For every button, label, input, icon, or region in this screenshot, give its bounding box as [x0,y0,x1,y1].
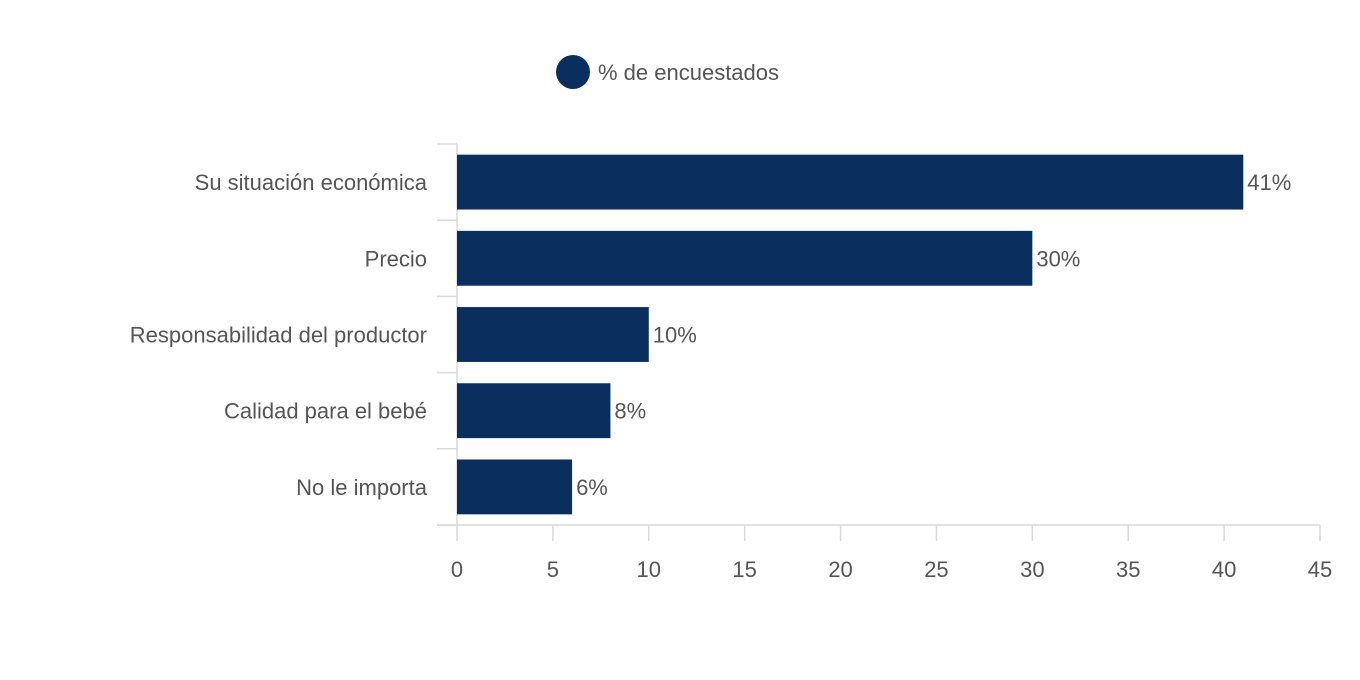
category-label: Responsabilidad del productor [130,323,427,348]
data-label: 8% [614,399,646,424]
legend-swatch[interactable] [556,55,590,89]
data-labels: 41% 30% 10% 8% 6% [576,170,1291,500]
data-label: 41% [1247,170,1291,195]
bars-group [457,154,1244,515]
data-label: 10% [653,323,697,348]
category-label: Precio [365,246,427,271]
x-tick-label: 15 [732,557,756,582]
legend-label[interactable]: % de encuestados [598,60,779,85]
bar[interactable] [457,459,573,515]
category-label: No le importa [296,475,428,500]
category-labels: Su situación económica Precio Responsabili… [130,170,428,500]
category-label: Calidad para el bebé [224,399,427,424]
bar[interactable] [457,154,1244,210]
data-label: 30% [1036,246,1080,271]
data-label: 6% [576,475,608,500]
x-tick-label: 10 [637,557,661,582]
legend[interactable]: % de encuestados [556,55,779,89]
x-tick-label: 40 [1212,557,1236,582]
x-tick-label: 0 [451,557,463,582]
x-tick-label: 35 [1116,557,1140,582]
x-tick-label: 30 [1020,557,1044,582]
x-tick-label: 45 [1308,557,1332,582]
category-label: Su situación económica [195,170,428,195]
bar[interactable] [457,307,649,362]
x-tick-label: 25 [924,557,948,582]
bar[interactable] [457,230,1033,286]
bar[interactable] [457,383,611,439]
x-tick-label: 5 [547,557,559,582]
x-tick-label: 20 [828,557,852,582]
x-axis-ticks: 0 5 10 15 20 25 30 35 40 45 [451,525,1332,582]
